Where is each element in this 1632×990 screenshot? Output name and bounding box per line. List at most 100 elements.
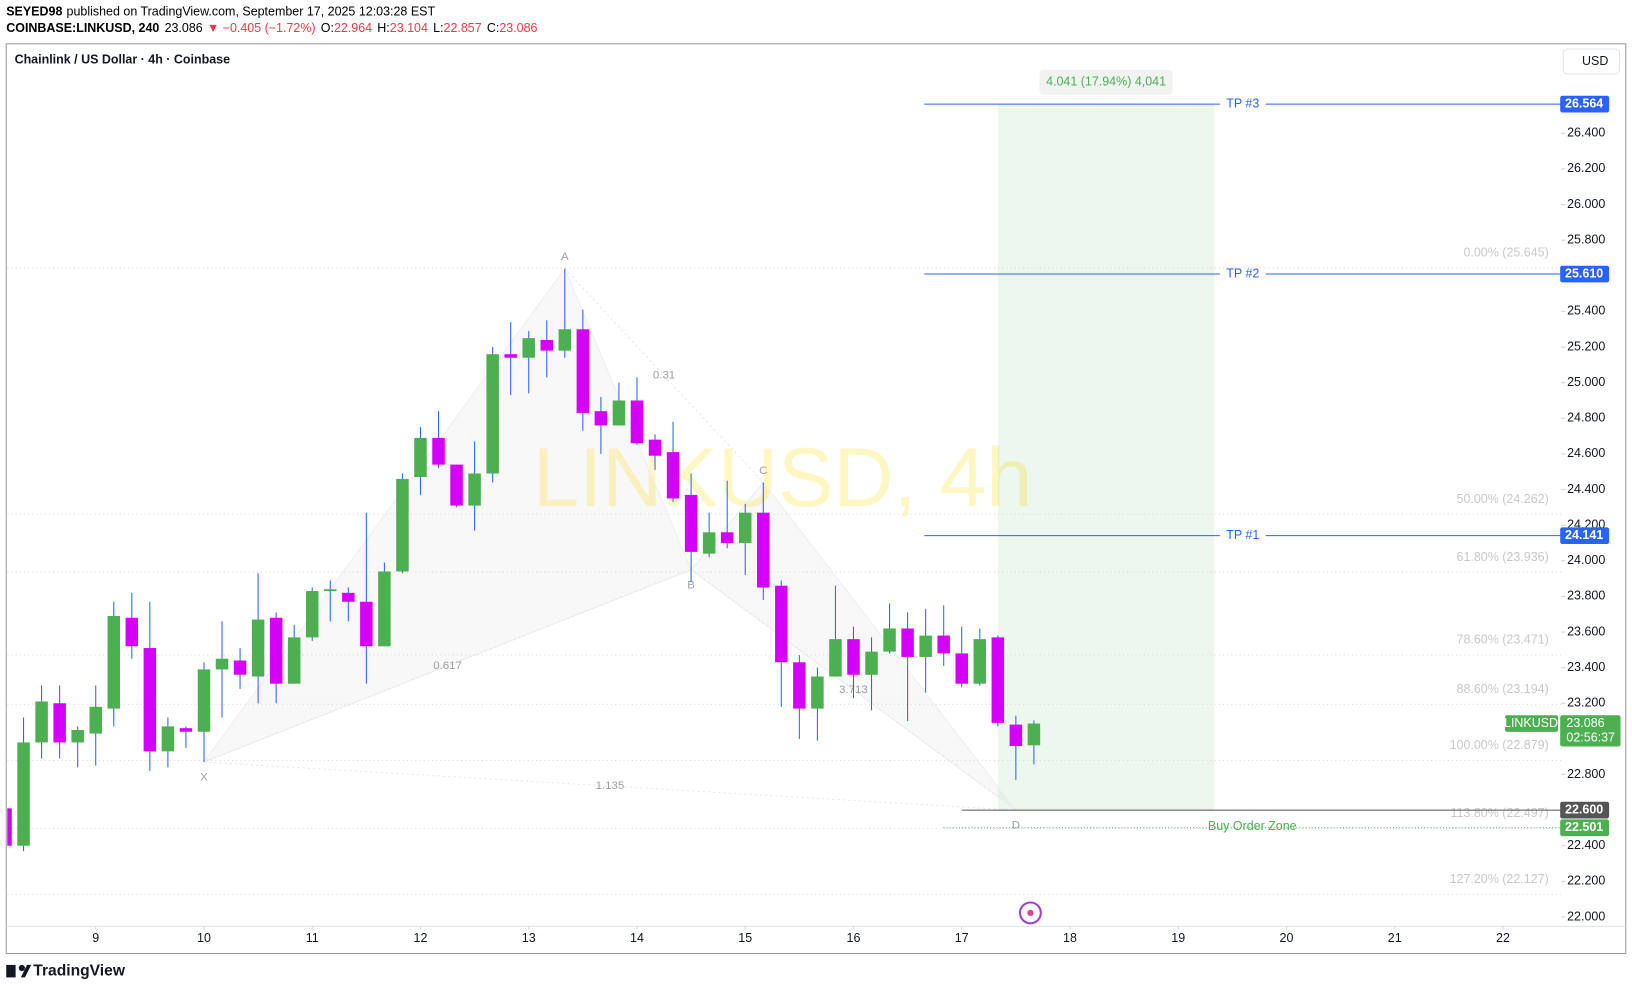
y-tick-label: 23.200 bbox=[1567, 696, 1605, 710]
candle-body bbox=[53, 703, 66, 743]
x-tick-label: 9 bbox=[92, 931, 99, 945]
candle-body bbox=[360, 601, 373, 647]
x-tick-label: 17 bbox=[955, 931, 969, 945]
x-tick-label: 10 bbox=[197, 931, 211, 945]
watermark: LINKUSD, 4h bbox=[533, 431, 1033, 524]
chart-title: Chainlink / US Dollar · 4h · Coinbase bbox=[15, 53, 231, 67]
candle-body bbox=[251, 619, 265, 677]
c-label: C: bbox=[487, 22, 499, 36]
publish-line: SEYED98 published on TradingView.com, Sep… bbox=[6, 5, 435, 19]
y-tick-label: 26.000 bbox=[1567, 197, 1605, 211]
x-tick-label: 11 bbox=[306, 931, 319, 945]
x-tick-label: 14 bbox=[630, 931, 644, 945]
target-tag: 25.610 bbox=[1565, 266, 1603, 280]
o-label: O: bbox=[321, 22, 334, 36]
target-tag: 26.564 bbox=[1565, 96, 1603, 110]
candle-body bbox=[89, 706, 102, 734]
x-tick-label: 16 bbox=[847, 931, 861, 945]
target-tag-box bbox=[1560, 527, 1610, 544]
symbol: COINBASE:LINKUSD, 240 bbox=[6, 22, 159, 36]
candle-body bbox=[233, 660, 247, 675]
symbol-tag: LINKUSD bbox=[1504, 716, 1558, 730]
entry-tag-box bbox=[1560, 801, 1610, 819]
candle-body bbox=[540, 339, 554, 351]
x-tick-label: 19 bbox=[1171, 931, 1185, 945]
candle-body bbox=[107, 615, 121, 709]
last-price-box bbox=[1560, 715, 1621, 747]
candle-body bbox=[738, 512, 752, 543]
brand: TradingView bbox=[33, 962, 126, 979]
currency-button[interactable] bbox=[1562, 48, 1621, 75]
candle-body bbox=[702, 532, 716, 554]
y-tick-label: 24.800 bbox=[1567, 411, 1605, 425]
candle-body bbox=[558, 329, 572, 351]
candle-body bbox=[955, 653, 968, 684]
y-tick-label: 22.800 bbox=[1567, 767, 1605, 781]
position-target-zone bbox=[997, 104, 1215, 811]
candle-body bbox=[720, 532, 734, 543]
candle-body bbox=[522, 338, 535, 358]
y-tick-label: 23.600 bbox=[1567, 624, 1605, 638]
candle-body bbox=[883, 628, 896, 652]
position-label-box bbox=[1039, 69, 1173, 95]
l-label: L: bbox=[433, 22, 443, 36]
candle-body bbox=[666, 452, 680, 499]
candle-body bbox=[179, 728, 193, 732]
fib-label: 0.00% (25.645) bbox=[1463, 246, 1548, 260]
candle-body bbox=[287, 637, 301, 684]
pattern-point-label: X bbox=[200, 772, 208, 784]
fib-label: 61.80% (23.936) bbox=[1457, 550, 1549, 564]
x-tick-label: 20 bbox=[1280, 931, 1294, 945]
entry-tag: 22.600 bbox=[1565, 802, 1603, 816]
candle-body bbox=[324, 589, 337, 592]
candle-body bbox=[143, 648, 157, 752]
candle-body bbox=[450, 464, 463, 506]
position-label: 4.041 (17.94%) 4,041 bbox=[1046, 75, 1166, 89]
symbol-line: COINBASE:LINKUSD, 240 23.086 ▼ −0.405 (−1.… bbox=[6, 22, 537, 36]
candle-body bbox=[847, 639, 860, 675]
x-tick-label: 12 bbox=[414, 931, 428, 945]
candle-body bbox=[793, 662, 806, 709]
candle-body bbox=[342, 592, 355, 602]
fib-label: 113.80% (22.497) bbox=[1451, 806, 1549, 820]
buy-zone-tag: 22.501 bbox=[1565, 820, 1603, 834]
candle-body bbox=[757, 512, 770, 588]
candle-body bbox=[612, 400, 626, 426]
y-tick-label: 25.000 bbox=[1567, 375, 1605, 389]
o-value: 22.964 bbox=[334, 22, 372, 36]
candle-body bbox=[919, 635, 932, 657]
target-tag-box bbox=[1560, 265, 1610, 283]
candle-body bbox=[684, 494, 698, 552]
target-name: TP #3 bbox=[1226, 96, 1259, 110]
candle-body bbox=[1027, 723, 1041, 746]
logo bbox=[6, 964, 32, 978]
h-label: H: bbox=[377, 22, 389, 36]
candle-body bbox=[594, 411, 608, 426]
currency[interactable]: USD bbox=[1582, 54, 1608, 68]
fib-label: 100.00% (22.879) bbox=[1450, 738, 1549, 752]
fib-label: 78.60% (23.471) bbox=[1457, 633, 1549, 647]
overlay: 22.00022.20022.40022.60022.80023.00023.2… bbox=[92, 95, 1621, 945]
pattern-leg bbox=[203, 569, 692, 763]
x-tick-label: 15 bbox=[738, 931, 752, 945]
pattern-point-label: B bbox=[687, 579, 695, 591]
candle-body bbox=[973, 639, 987, 684]
pattern-ratio: 0.31 bbox=[653, 370, 675, 382]
target-name: TP #2 bbox=[1226, 266, 1259, 280]
candle-body bbox=[991, 637, 1005, 723]
candle-body bbox=[811, 676, 824, 709]
y-tick-label: 25.800 bbox=[1567, 232, 1605, 246]
pattern-leg bbox=[203, 761, 1016, 811]
candle-body bbox=[937, 635, 950, 654]
countdown: 02:56:37 bbox=[1566, 730, 1615, 744]
target-tag: 24.141 bbox=[1565, 528, 1603, 542]
publisher: SEYED98 bbox=[6, 5, 62, 19]
y-tick-label: 22.400 bbox=[1567, 838, 1605, 852]
candle-body bbox=[305, 591, 319, 638]
candle-body bbox=[197, 669, 211, 732]
c-value: 23.086 bbox=[499, 22, 537, 36]
candle-body bbox=[71, 729, 84, 743]
last-price: 23.086 bbox=[1566, 716, 1604, 730]
buy-zone-name: Buy Order Zone bbox=[1208, 819, 1297, 833]
